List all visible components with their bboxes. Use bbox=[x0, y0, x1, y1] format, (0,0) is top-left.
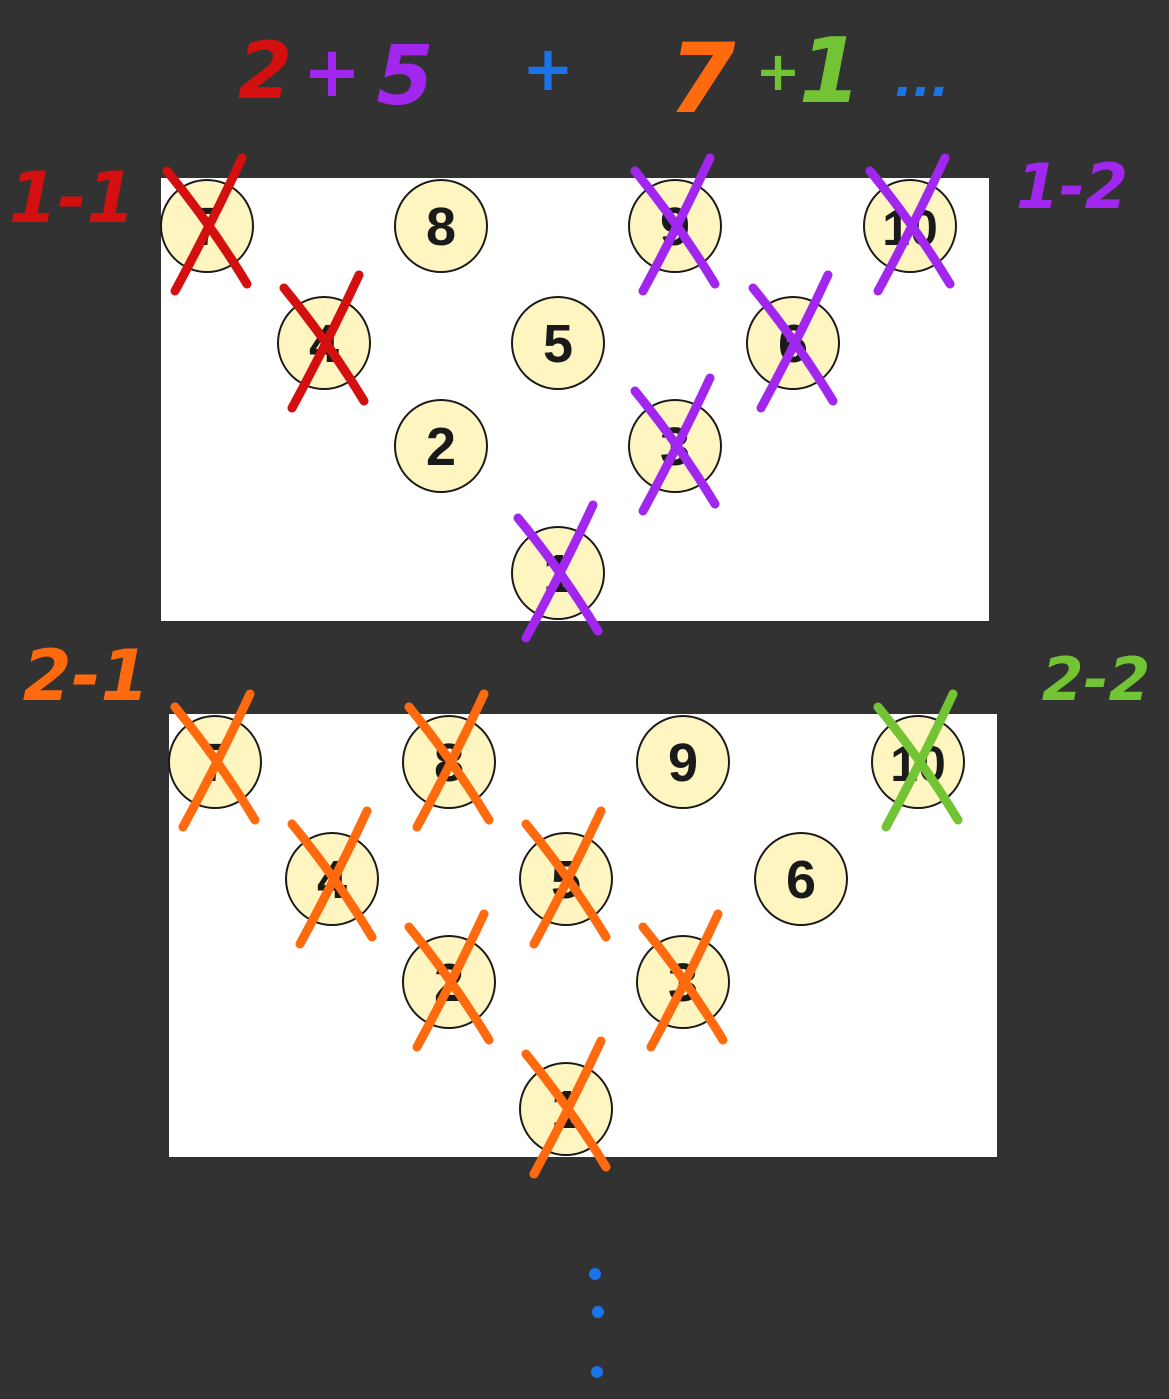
pin-3: 3 bbox=[636, 909, 730, 1052]
pin-number: 2 bbox=[426, 417, 456, 477]
knockdown-stroke bbox=[521, 500, 598, 643]
pin-6: 6 bbox=[754, 832, 848, 926]
knockdown-stroke bbox=[646, 909, 723, 1052]
pin-number: 9 bbox=[668, 733, 698, 793]
frame1-second-roll: 5 bbox=[376, 29, 433, 124]
pin-6: 6 bbox=[746, 270, 840, 413]
knockdown-stroke bbox=[529, 806, 606, 949]
knockdown-stroke bbox=[638, 153, 715, 296]
pin-10: 10 bbox=[871, 689, 965, 832]
frame2-first-roll: 7 bbox=[669, 23, 736, 135]
frame2-plus: + bbox=[755, 40, 800, 103]
pin-circle bbox=[394, 399, 488, 493]
knockdown-stroke bbox=[881, 689, 958, 832]
frame1-first-roll: 2 bbox=[238, 27, 292, 117]
pin-4: 4 bbox=[285, 806, 379, 949]
knockdown-cross bbox=[279, 270, 369, 413]
knockdown-cross bbox=[404, 909, 494, 1052]
pin-10: 10 bbox=[863, 153, 957, 296]
pin-3: 3 bbox=[628, 373, 722, 516]
knockdown-stroke bbox=[412, 689, 489, 832]
knockdown-cross bbox=[162, 153, 252, 296]
roll-label-1-2: 1-2 bbox=[1016, 150, 1128, 223]
pin-5: 5 bbox=[519, 806, 613, 949]
knockdown-stroke bbox=[287, 270, 364, 413]
knockdown-cross bbox=[513, 500, 603, 643]
knockdown-stroke bbox=[529, 1036, 606, 1179]
pin-number: 8 bbox=[426, 197, 456, 257]
continuation-dot bbox=[591, 1366, 603, 1378]
pin-number: 6 bbox=[786, 850, 816, 910]
knockdown-cross bbox=[521, 806, 611, 949]
pin-circle bbox=[754, 832, 848, 926]
continuation-dot bbox=[592, 1306, 604, 1318]
knockdown-stroke bbox=[756, 270, 833, 413]
pin-2: 2 bbox=[394, 399, 488, 493]
pin-circle bbox=[511, 296, 605, 390]
knockdown-cross bbox=[170, 689, 260, 832]
score-expression: 2 + 5 + 7 + 1 ... bbox=[238, 19, 949, 135]
knockdown-stroke bbox=[178, 689, 255, 832]
knockdown-cross bbox=[638, 909, 728, 1052]
roll-label-2-1: 2-1 bbox=[23, 635, 149, 717]
pin-9: 9 bbox=[628, 153, 722, 296]
knockdown-stroke bbox=[295, 806, 372, 949]
pins-layer: 7 8 9 104 5 62 317 8 9 104 5 62 31 bbox=[160, 153, 965, 1179]
pin-5: 5 bbox=[511, 296, 605, 390]
pin-circle bbox=[394, 179, 488, 273]
between-frames-plus: + bbox=[522, 32, 574, 105]
knockdown-stroke bbox=[873, 153, 950, 296]
pin-8: 8 bbox=[402, 689, 496, 832]
pin-7: 7 bbox=[168, 689, 262, 832]
knockdown-cross bbox=[865, 153, 955, 296]
pin-8: 8 bbox=[394, 179, 488, 273]
knockdown-stroke bbox=[412, 909, 489, 1052]
vertical-continuation bbox=[589, 1268, 604, 1378]
pin-4: 4 bbox=[277, 270, 371, 413]
knockdown-cross bbox=[630, 373, 720, 516]
knockdown-stroke bbox=[638, 373, 715, 516]
knockdown-cross bbox=[873, 689, 963, 832]
continuation-dots: ... bbox=[895, 52, 950, 108]
frame1-plus: + bbox=[303, 31, 362, 113]
pin-number: 5 bbox=[543, 314, 573, 374]
pin-circle bbox=[636, 715, 730, 809]
knockdown-stroke bbox=[170, 153, 247, 296]
frame2-second-roll: 1 bbox=[799, 19, 862, 124]
knockdown-cross bbox=[521, 1036, 611, 1179]
roll-label-2-2: 2-2 bbox=[1042, 645, 1150, 715]
roll-label-1-1: 1-1 bbox=[9, 157, 135, 239]
pin-1: 1 bbox=[519, 1036, 613, 1179]
pin-2: 2 bbox=[402, 909, 496, 1052]
continuation-dot bbox=[589, 1268, 601, 1280]
knockdown-cross bbox=[748, 270, 838, 413]
knockdown-cross bbox=[404, 689, 494, 832]
pin-7: 7 bbox=[160, 153, 254, 296]
knockdown-cross bbox=[630, 153, 720, 296]
pin-1: 1 bbox=[511, 500, 605, 643]
pin-9: 9 bbox=[636, 715, 730, 809]
knockdown-cross bbox=[287, 806, 377, 949]
